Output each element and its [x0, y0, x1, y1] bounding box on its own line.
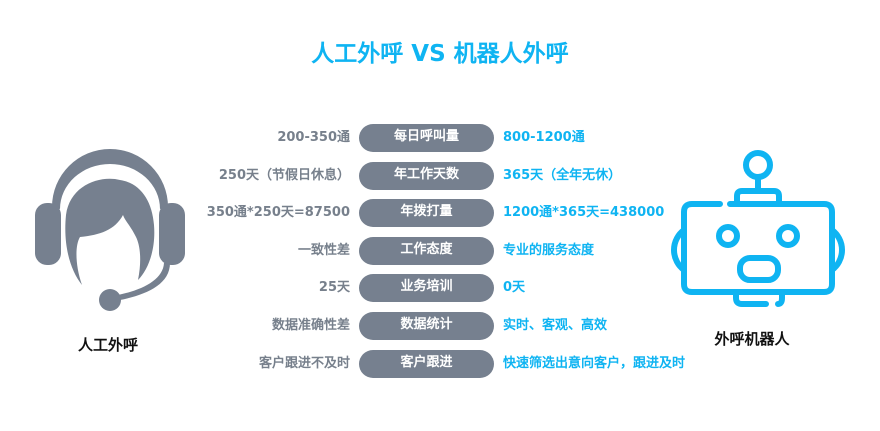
comparison-row: 一致性差 工作态度 专业的服务态度 — [0, 236, 880, 265]
human-value: 200-350通 — [277, 130, 350, 145]
robot-value: 800-1200通 — [503, 130, 585, 145]
robot-label: 外呼机器人 — [714, 330, 790, 348]
robot-value: 1200通*365天=438000 — [503, 205, 665, 221]
robot-value: 实时、客观、高效 — [503, 318, 608, 333]
category-pill: 业务培训 — [359, 274, 494, 303]
robot-value: 快速筛选出意向客户，跟进及时 — [503, 355, 686, 371]
category-pill: 年工作天数 — [359, 161, 494, 190]
headset-agent-icon — [35, 149, 185, 311]
comparison-row: 数据准确性差 数据统计 实时、客观、高效 — [0, 312, 880, 340]
human-value: 250天（节假日休息） — [218, 167, 350, 183]
category-pill: 每日呼叫量 — [359, 124, 494, 152]
category-pill: 工作态度 — [359, 236, 494, 265]
robot-value: 365天（全年无休） — [503, 167, 622, 183]
robot-value: 0天 — [503, 280, 526, 296]
human-value: 25天 — [318, 280, 350, 296]
comparison-row: 客户跟进不及时 客户跟进 快速筛选出意向客户，跟进及时 — [0, 349, 880, 378]
category-pill: 数据统计 — [359, 312, 494, 340]
comparison-row: 200-350通 每日呼叫量 800-1200通 — [0, 124, 880, 152]
robot-icon — [671, 150, 845, 307]
comparison-row: 250天（节假日休息） 年工作天数 365天（全年无休） — [0, 161, 880, 190]
human-value: 客户跟进不及时 — [258, 355, 350, 371]
human-value: 350通*250天=87500 — [206, 205, 350, 221]
human-value: 一致性差 — [297, 242, 350, 258]
page-title: 人工外呼 VS 机器人外呼 — [311, 41, 569, 67]
robot-value: 专业的服务态度 — [503, 242, 595, 258]
comparison-row: 350通*250天=87500 年拨打量 1200通*365天=438000 — [0, 199, 880, 228]
category-pill: 客户跟进 — [359, 349, 494, 378]
category-pill: 年拨打量 — [359, 199, 494, 228]
human-label: 人工外呼 — [77, 336, 138, 354]
comparison-row: 25天 业务培训 0天 — [0, 274, 880, 303]
human-value: 数据准确性差 — [271, 318, 350, 333]
